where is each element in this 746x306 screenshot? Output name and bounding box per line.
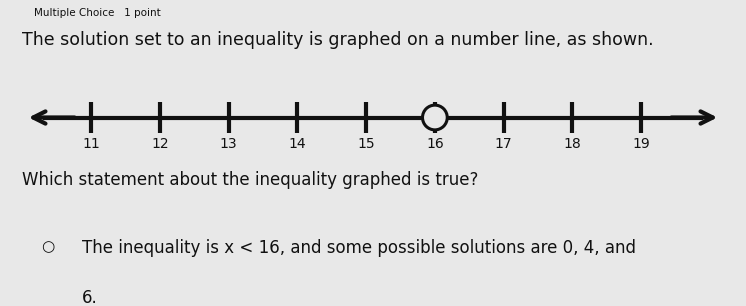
Text: 11: 11	[82, 137, 100, 151]
Text: Multiple Choice   1 point: Multiple Choice 1 point	[34, 8, 160, 18]
Text: 6.: 6.	[82, 289, 98, 306]
Text: The solution set to an inequality is graphed on a number line, as shown.: The solution set to an inequality is gra…	[22, 31, 654, 49]
Text: 19: 19	[633, 137, 650, 151]
Text: 12: 12	[151, 137, 169, 151]
Ellipse shape	[422, 105, 448, 130]
Text: 18: 18	[563, 137, 581, 151]
Text: Which statement about the inequality graphed is true?: Which statement about the inequality gra…	[22, 171, 479, 189]
Text: 13: 13	[220, 137, 237, 151]
Text: 14: 14	[289, 137, 306, 151]
Text: ○: ○	[41, 239, 54, 254]
Text: 17: 17	[495, 137, 513, 151]
Text: 15: 15	[357, 137, 375, 151]
Text: 16: 16	[426, 137, 444, 151]
Text: The inequality is x < 16, and some possible solutions are 0, 4, and: The inequality is x < 16, and some possi…	[82, 239, 636, 257]
